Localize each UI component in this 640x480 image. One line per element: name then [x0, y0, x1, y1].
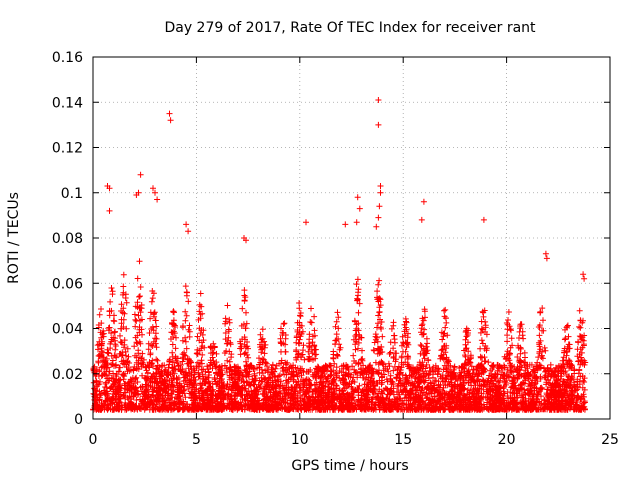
x-tick-label: 20 — [498, 432, 516, 448]
y-tick-label: 0 — [74, 412, 83, 428]
y-tick-label: 0.04 — [52, 322, 83, 338]
x-tick-label: 25 — [601, 432, 619, 448]
y-tick-label: 0.14 — [52, 95, 83, 111]
y-tick-label: 0.08 — [52, 231, 83, 247]
chart-title: Day 279 of 2017, Rate Of TEC Index for r… — [164, 20, 536, 36]
axis-ticks — [92, 56, 611, 420]
x-tick-label: 5 — [192, 432, 201, 448]
x-tick-label: 0 — [89, 432, 98, 448]
y-tick-label: 0.06 — [52, 276, 83, 292]
y-tick-label: 0.12 — [52, 141, 83, 157]
grid-lines — [93, 57, 610, 419]
y-tick-label: 0.16 — [52, 50, 83, 66]
y-tick-label: 0.1 — [61, 186, 83, 202]
y-axis-label: ROTI / TECUs — [6, 192, 22, 284]
data-points — [90, 97, 589, 413]
x-axis-label: GPS time / hours — [291, 458, 408, 474]
y-tick-label: 0.02 — [52, 367, 83, 383]
x-tick-labels: 0 5 10 15 20 25 — [89, 432, 619, 448]
roti-point-cloud — [90, 97, 589, 413]
y-tick-labels: 0 0.02 0.04 0.06 0.08 0.1 0.12 0.14 0.16 — [52, 50, 83, 428]
x-tick-label: 10 — [291, 432, 309, 448]
x-tick-label: 15 — [394, 432, 412, 448]
